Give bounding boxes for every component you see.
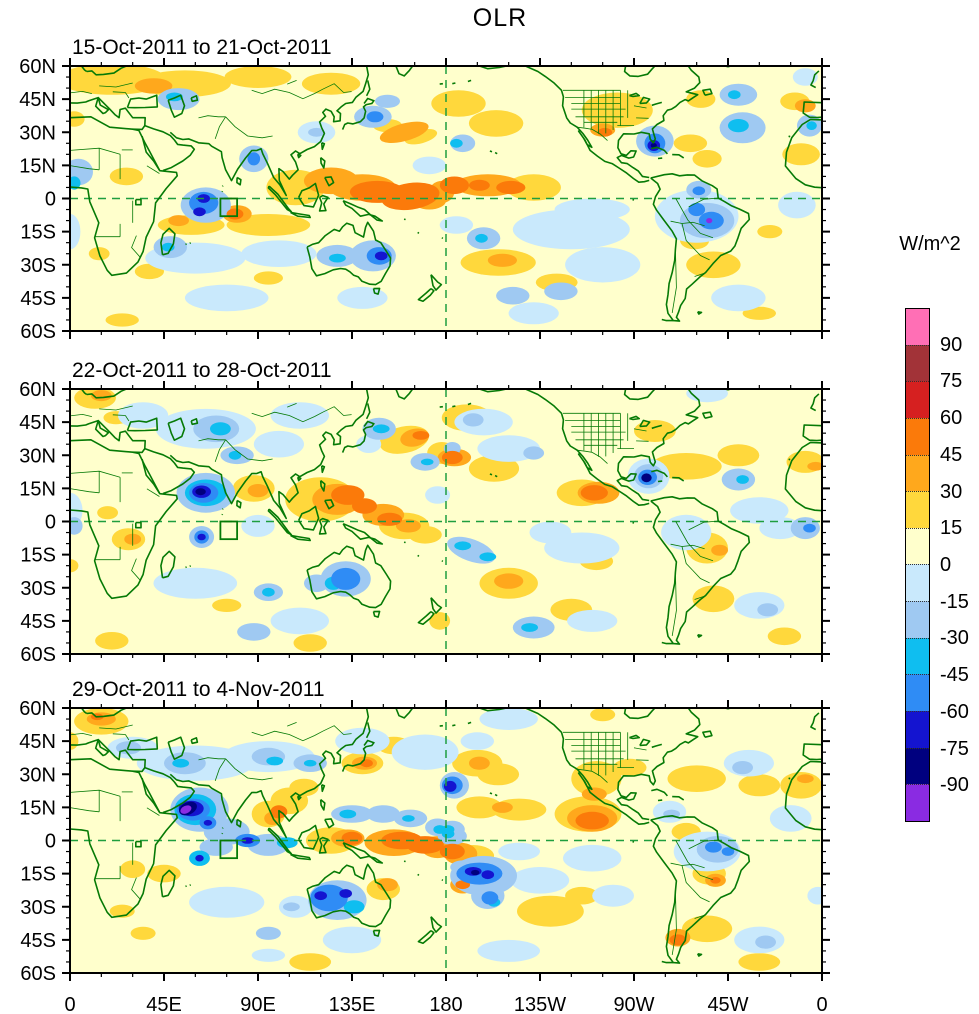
map-content (70, 708, 822, 973)
lon-tick-label: 90E (240, 994, 276, 1014)
country-borders (70, 80, 719, 313)
colorbar-tick-label: -75 (940, 737, 969, 760)
lat-tick-label: 15N (19, 478, 56, 500)
colorbar-segment (906, 491, 929, 528)
colorbar-segment (906, 784, 929, 821)
lat-tick-label: 30N (19, 764, 56, 786)
colorbar-tick-label: -30 (940, 627, 969, 650)
map-panel-2: 60N 45N 30N 15N 0 15S 30S 45S 60S (19, 379, 830, 666)
lat-tick-labels: 60N 45N 30N 15N 0 15S 30S 45S 60S (19, 379, 56, 666)
colorbar-tick-label: 45 (940, 443, 963, 466)
panel-border (69, 388, 823, 655)
coastlines (70, 708, 822, 964)
colorbar (905, 308, 930, 822)
lat-tick-label: 45S (20, 611, 56, 633)
colorbar-segment (906, 381, 929, 418)
lon-tick-labels: 0 45E 90E 135E 180 135W 90W 45W 0 (64, 994, 827, 1014)
colorbar-tick-label: 60 (940, 407, 963, 430)
panel-2-title: 22-Oct-2011 to 28-Oct-2011 (72, 359, 332, 382)
lat-tick-label: 15S (20, 864, 56, 886)
lat-tick-label: 0 (45, 189, 56, 211)
lon-tick-label: 0 (816, 994, 827, 1014)
colorbar-tick-label: 90 (940, 333, 963, 356)
colorbar-segment (906, 309, 929, 345)
reference-box (219, 839, 239, 860)
colorbar-tick-label: -90 (940, 774, 969, 797)
colorbar-tick-label: -15 (940, 590, 969, 613)
map-content (70, 389, 822, 654)
panel-3-title: 29-Oct-2011 to 4-Nov-2011 (72, 678, 325, 701)
lat-tick-label: 60N (19, 56, 56, 78)
lat-tick-label: 60N (19, 379, 56, 401)
reference-box (219, 520, 239, 541)
figure-title: OLR (472, 4, 528, 32)
colorbar-tick-label: 0 (940, 554, 952, 576)
country-borders (70, 403, 719, 636)
lat-tick-label: 60S (20, 963, 56, 985)
lon-tick-label: 135W (514, 994, 566, 1014)
lat-tick-label: 0 (45, 831, 56, 853)
lon-tick-label: 180 (429, 994, 462, 1014)
colorbar-tick-label: 15 (940, 517, 963, 540)
lat-tick-label: 30N (19, 122, 56, 144)
lat-tick-label: 15S (20, 222, 56, 244)
lat-tick-label: 45S (20, 930, 56, 952)
colorbar-tick-label: -45 (940, 664, 969, 687)
colorbar-segment (906, 344, 929, 382)
lat-tick-label: 15S (20, 545, 56, 567)
lat-tick-label: 15N (19, 155, 56, 177)
lat-tick-label: 60S (20, 321, 56, 343)
lon-tick-label: 0 (64, 994, 75, 1014)
lat-tick-label: 0 (45, 512, 56, 534)
colorbar-units-label: W/m^2 (899, 233, 961, 255)
lon-tick-label: 90W (613, 994, 654, 1014)
colorbar-segment (906, 711, 929, 748)
lat-tick-label: 30S (20, 578, 56, 600)
coastlines (70, 389, 822, 645)
reference-box (219, 197, 239, 218)
country-borders (70, 722, 719, 955)
colorbar-segment (906, 637, 929, 675)
lat-tick-label: 45N (19, 89, 56, 111)
map-panel-1: 60N 45N 30N 15N 0 15S 30S 45S 60S (19, 56, 830, 343)
panel-1-title: 15-Oct-2011 to 21-Oct-2011 (72, 36, 332, 59)
lat-tick-label: 45S (20, 288, 56, 310)
lat-tick-label: 30S (20, 897, 56, 919)
colorbar-tick-label: -60 (940, 700, 969, 723)
lat-tick-label: 30S (20, 255, 56, 277)
colorbar-segment (906, 527, 929, 565)
colorbar-tick-label: 30 (940, 480, 963, 503)
map-panel-3: 60N 45N 30N 15N 0 15S 30S 45S 60S 0 45E 90E 135E 180 1… (19, 698, 830, 1014)
coastlines (70, 66, 822, 322)
colorbar-segment (906, 454, 929, 492)
lon-tick-label: 45E (146, 994, 182, 1014)
lat-tick-label: 60N (19, 698, 56, 720)
lat-tick-label: 45N (19, 731, 56, 753)
lat-tick-label: 60S (20, 644, 56, 666)
colorbar-segment (906, 674, 929, 712)
lat-tick-labels: 60N 45N 30N 15N 0 15S 30S 45S 60S (19, 698, 56, 985)
panel-border (69, 65, 823, 332)
colorbar-segment (906, 564, 929, 602)
axis-ticks (62, 381, 830, 662)
lon-tick-label: 45W (707, 994, 748, 1014)
lon-tick-label: 135E (329, 994, 376, 1014)
lat-tick-labels: 60N 45N 30N 15N 0 15S 30S 45S 60S (19, 56, 56, 343)
map-content (70, 66, 822, 331)
panel-border (69, 707, 823, 974)
colorbar-segment (906, 747, 929, 785)
lat-tick-label: 15N (19, 797, 56, 819)
lat-tick-label: 45N (19, 412, 56, 434)
colorbar-tick-label: 75 (940, 370, 963, 393)
colorbar-segment (906, 417, 929, 455)
colorbar-segment (906, 601, 929, 638)
lat-tick-label: 30N (19, 445, 56, 467)
